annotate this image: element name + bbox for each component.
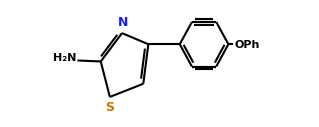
Text: N: N [118, 16, 128, 29]
Text: S: S [105, 101, 115, 114]
Text: H₂N: H₂N [54, 53, 77, 63]
Text: OPh: OPh [234, 40, 259, 50]
